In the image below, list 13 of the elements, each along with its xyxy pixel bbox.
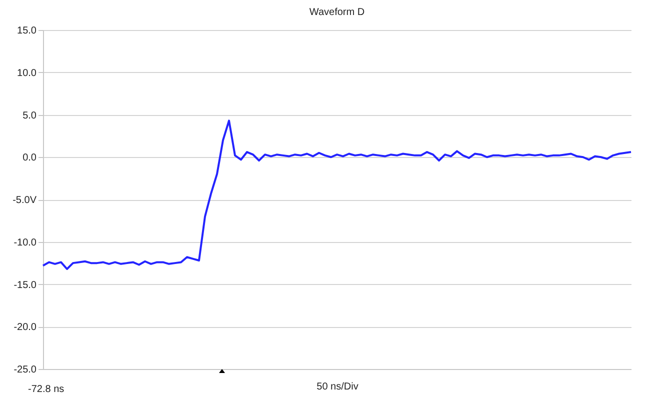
- x-axis-title: 50 ns/Div: [316, 382, 358, 392]
- y-tick-label: 15.0: [17, 26, 37, 36]
- y-tick-label: 10.0: [17, 68, 37, 79]
- y-tick-label: -5.0V: [12, 195, 37, 206]
- y-tick-label: -20.0: [14, 322, 37, 334]
- y-tick-label: -25.0: [14, 364, 37, 376]
- chart-title: Waveform D: [309, 7, 365, 18]
- y-tick-label: 0.0: [22, 152, 37, 164]
- y-tick-label: -10.0: [14, 237, 37, 248]
- y-tick-label: 5.0: [22, 110, 37, 122]
- text: -72.8 ns: [28, 384, 64, 395]
- y-tick-label: -15.0: [14, 280, 37, 291]
- line-series: [42, 120, 632, 270]
